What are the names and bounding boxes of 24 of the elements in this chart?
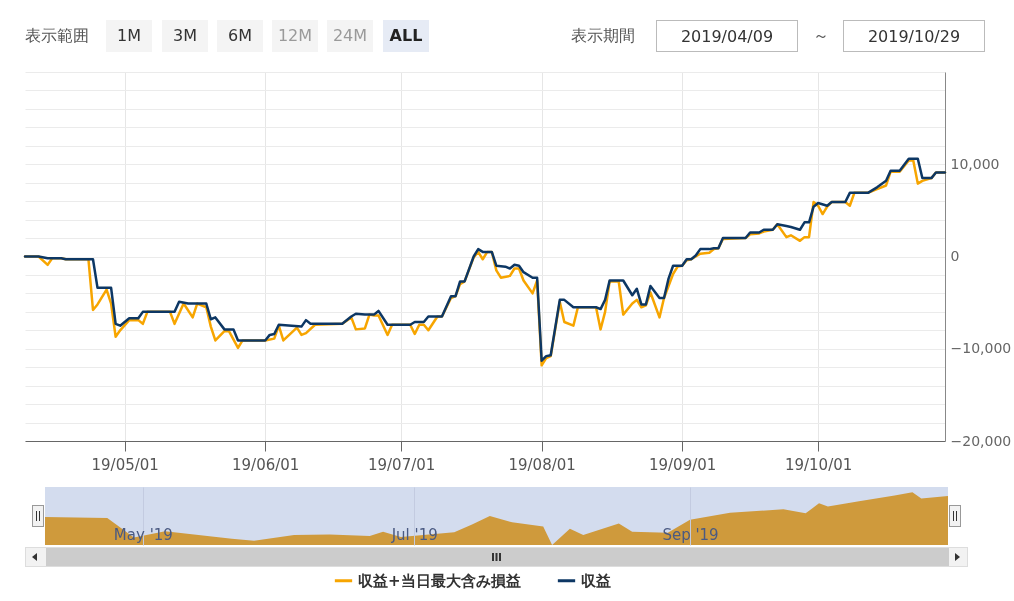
text: 2019/10/29 — [843, 20, 985, 52]
x-tick-label: 19/06/01 — [232, 455, 300, 474]
text: 6M — [217, 20, 263, 52]
x-tick-label: Sep '19 — [662, 525, 719, 544]
x-tick-label: 19/05/01 — [91, 455, 159, 474]
text: 12M — [272, 20, 318, 52]
x-tick-label: 19/09/01 — [648, 455, 717, 474]
legend-label: 収益 — [581, 571, 611, 590]
text: 24M — [327, 20, 373, 52]
x-tick-label: 19/10/01 — [784, 455, 853, 474]
text: 表示期間 — [571, 25, 635, 47]
legend-label: 収益+当日最大含み損益 — [358, 571, 521, 590]
text: ALL — [383, 20, 429, 52]
x-tick-label: 19/08/01 — [508, 455, 576, 474]
text: 2019/04/09 — [656, 20, 798, 52]
y-tick-label: 10,000 — [950, 155, 1000, 172]
text: 3M — [162, 20, 208, 52]
y-tick-label: 0 — [950, 248, 960, 264]
text: 1M — [106, 20, 152, 52]
x-tick-label: 19/07/01 — [367, 455, 436, 474]
text: 表示範囲 — [25, 25, 89, 47]
y-tick-label: −10,000 — [950, 340, 1012, 357]
text: ～ — [813, 25, 829, 47]
y-tick-label: −20,000 — [950, 432, 1012, 449]
